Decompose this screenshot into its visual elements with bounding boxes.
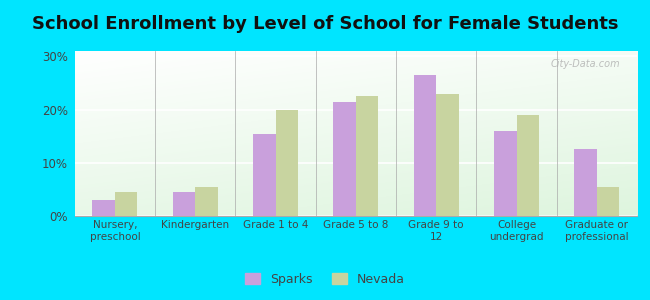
- Bar: [173, 192, 195, 216]
- Bar: [195, 187, 218, 216]
- Bar: [597, 187, 619, 216]
- Bar: [115, 192, 137, 216]
- Legend: Sparks, Nevada: Sparks, Nevada: [240, 268, 410, 291]
- Bar: [494, 131, 517, 216]
- Bar: [436, 94, 459, 216]
- Text: City-Data.com: City-Data.com: [551, 59, 620, 69]
- Bar: [333, 102, 356, 216]
- Bar: [575, 149, 597, 216]
- Bar: [356, 96, 378, 216]
- Bar: [276, 110, 298, 216]
- Bar: [92, 200, 115, 216]
- Bar: [517, 115, 539, 216]
- Text: School Enrollment by Level of School for Female Students: School Enrollment by Level of School for…: [32, 15, 618, 33]
- Bar: [253, 134, 276, 216]
- Bar: [413, 75, 436, 216]
